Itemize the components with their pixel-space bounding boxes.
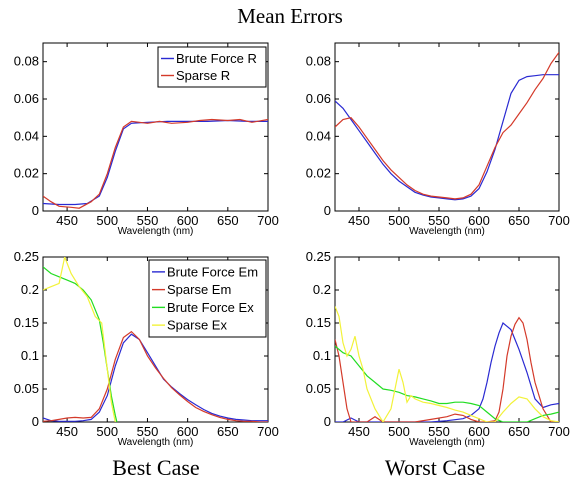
x-tick-label: 450 <box>348 424 370 439</box>
legend-entry: Sparse R <box>176 68 230 83</box>
x-axis-label: Wavelength (nm) <box>118 226 194 237</box>
y-tick-label: 0.2 <box>21 282 39 297</box>
y-tick-label: 0.1 <box>313 348 331 363</box>
x-tick-label: 550 <box>137 213 159 228</box>
y-tick-label: 0.15 <box>306 315 331 330</box>
x-tick-label: 700 <box>257 424 279 439</box>
chart-panel-bottom-left: 0 0.05 0.1 0.15 0.2 0.25 450 500 550 600 650 700 Wav… <box>14 249 279 448</box>
x-tick-label: 600 <box>468 424 490 439</box>
y-tick-label: 0.2 <box>313 282 331 297</box>
x-tick-label: 500 <box>388 213 410 228</box>
x-axis-label: Wavelength (nm) <box>409 226 485 237</box>
series-line-0 <box>335 74 559 201</box>
y-tick-label: 0.02 <box>14 166 39 181</box>
plot-area <box>334 42 560 212</box>
series-line-sparse-ex <box>43 257 116 422</box>
x-tick-label: 500 <box>96 424 118 439</box>
y-tick-label: 0.05 <box>306 381 331 396</box>
x-tick-label: 700 <box>257 213 279 228</box>
series-line-sparse-r <box>43 118 268 209</box>
x-tick-label: 550 <box>428 424 450 439</box>
series-line-brute-force-ex <box>43 266 118 422</box>
series-line-sparse-em <box>43 330 268 422</box>
x-tick-label: 600 <box>468 213 490 228</box>
x-axis-label: Wavelength (nm) <box>409 437 485 448</box>
figure-title: Mean Errors <box>237 4 343 28</box>
legend-entry: Brute Force Ex <box>167 300 254 315</box>
y-tick-label: 0.08 <box>306 54 331 69</box>
series-line-0 <box>335 322 559 422</box>
y-tick-label: 0 <box>324 414 331 429</box>
y-tick-label: 0.25 <box>14 249 39 264</box>
y-tick-label: 0 <box>32 414 39 429</box>
legend-entry: Sparse Em <box>167 282 231 297</box>
legend-entry: Brute Force R <box>176 51 257 66</box>
y-tick-label: 0.15 <box>14 315 39 330</box>
x-tick-label: 600 <box>177 213 199 228</box>
legend-box <box>157 46 267 88</box>
series-line-3 <box>335 306 559 422</box>
y-tick-label: 0.02 <box>306 166 331 181</box>
x-tick-label: 600 <box>177 424 199 439</box>
x-tick-label: 550 <box>428 213 450 228</box>
y-tick-label: 0.25 <box>306 249 331 264</box>
y-tick-label: 0.05 <box>14 381 39 396</box>
x-tick-label: 450 <box>56 213 78 228</box>
x-tick-label: 700 <box>548 213 570 228</box>
y-tick-label: 0.04 <box>14 128 39 143</box>
y-tick-label: 0 <box>32 203 39 218</box>
x-tick-label: 500 <box>388 424 410 439</box>
x-tick-label: 550 <box>137 424 159 439</box>
y-tick-label: 0.04 <box>306 128 331 143</box>
y-tick-label: 0.06 <box>306 91 331 106</box>
x-tick-label: 450 <box>348 213 370 228</box>
y-tick-label: 0.1 <box>21 348 39 363</box>
legend-box <box>148 259 267 338</box>
x-tick-label: 500 <box>96 213 118 228</box>
chart-panel-bottom-right: 0 0.05 0.1 0.15 0.2 0.25 450 500 550 600 650 700 Wav… <box>306 249 570 448</box>
plot-area <box>334 256 560 423</box>
x-tick-label: 700 <box>548 424 570 439</box>
chart-panel-top-left: 0 0.02 0.04 0.06 0.08 450 500 550 600 650 700 Wavel… <box>14 42 279 237</box>
series-line-1 <box>335 51 559 200</box>
series-line-2 <box>335 345 559 422</box>
series-line-1 <box>335 316 559 422</box>
x-tick-label: 650 <box>508 424 530 439</box>
x-tick-label: 650 <box>217 424 239 439</box>
series-line-brute-force-r <box>43 119 268 206</box>
chart-panel-top-right: 0 0.02 0.04 0.06 0.08 450 500 550 600 650 700 Wavel… <box>306 42 570 237</box>
legend-entry: Sparse Ex <box>167 318 227 333</box>
x-tick-label: 650 <box>508 213 530 228</box>
y-tick-label: 0 <box>324 203 331 218</box>
legend-entry: Brute Force Em <box>167 264 258 279</box>
caption-best-case: Best Case <box>112 455 200 480</box>
y-tick-label: 0.06 <box>14 91 39 106</box>
y-tick-label: 0.08 <box>14 54 39 69</box>
x-tick-label: 450 <box>56 424 78 439</box>
caption-worst-case: Worst Case <box>384 455 486 480</box>
x-axis-label: Wavelength (nm) <box>118 437 194 448</box>
x-tick-label: 650 <box>217 213 239 228</box>
series-line-brute-force-em <box>43 333 268 422</box>
